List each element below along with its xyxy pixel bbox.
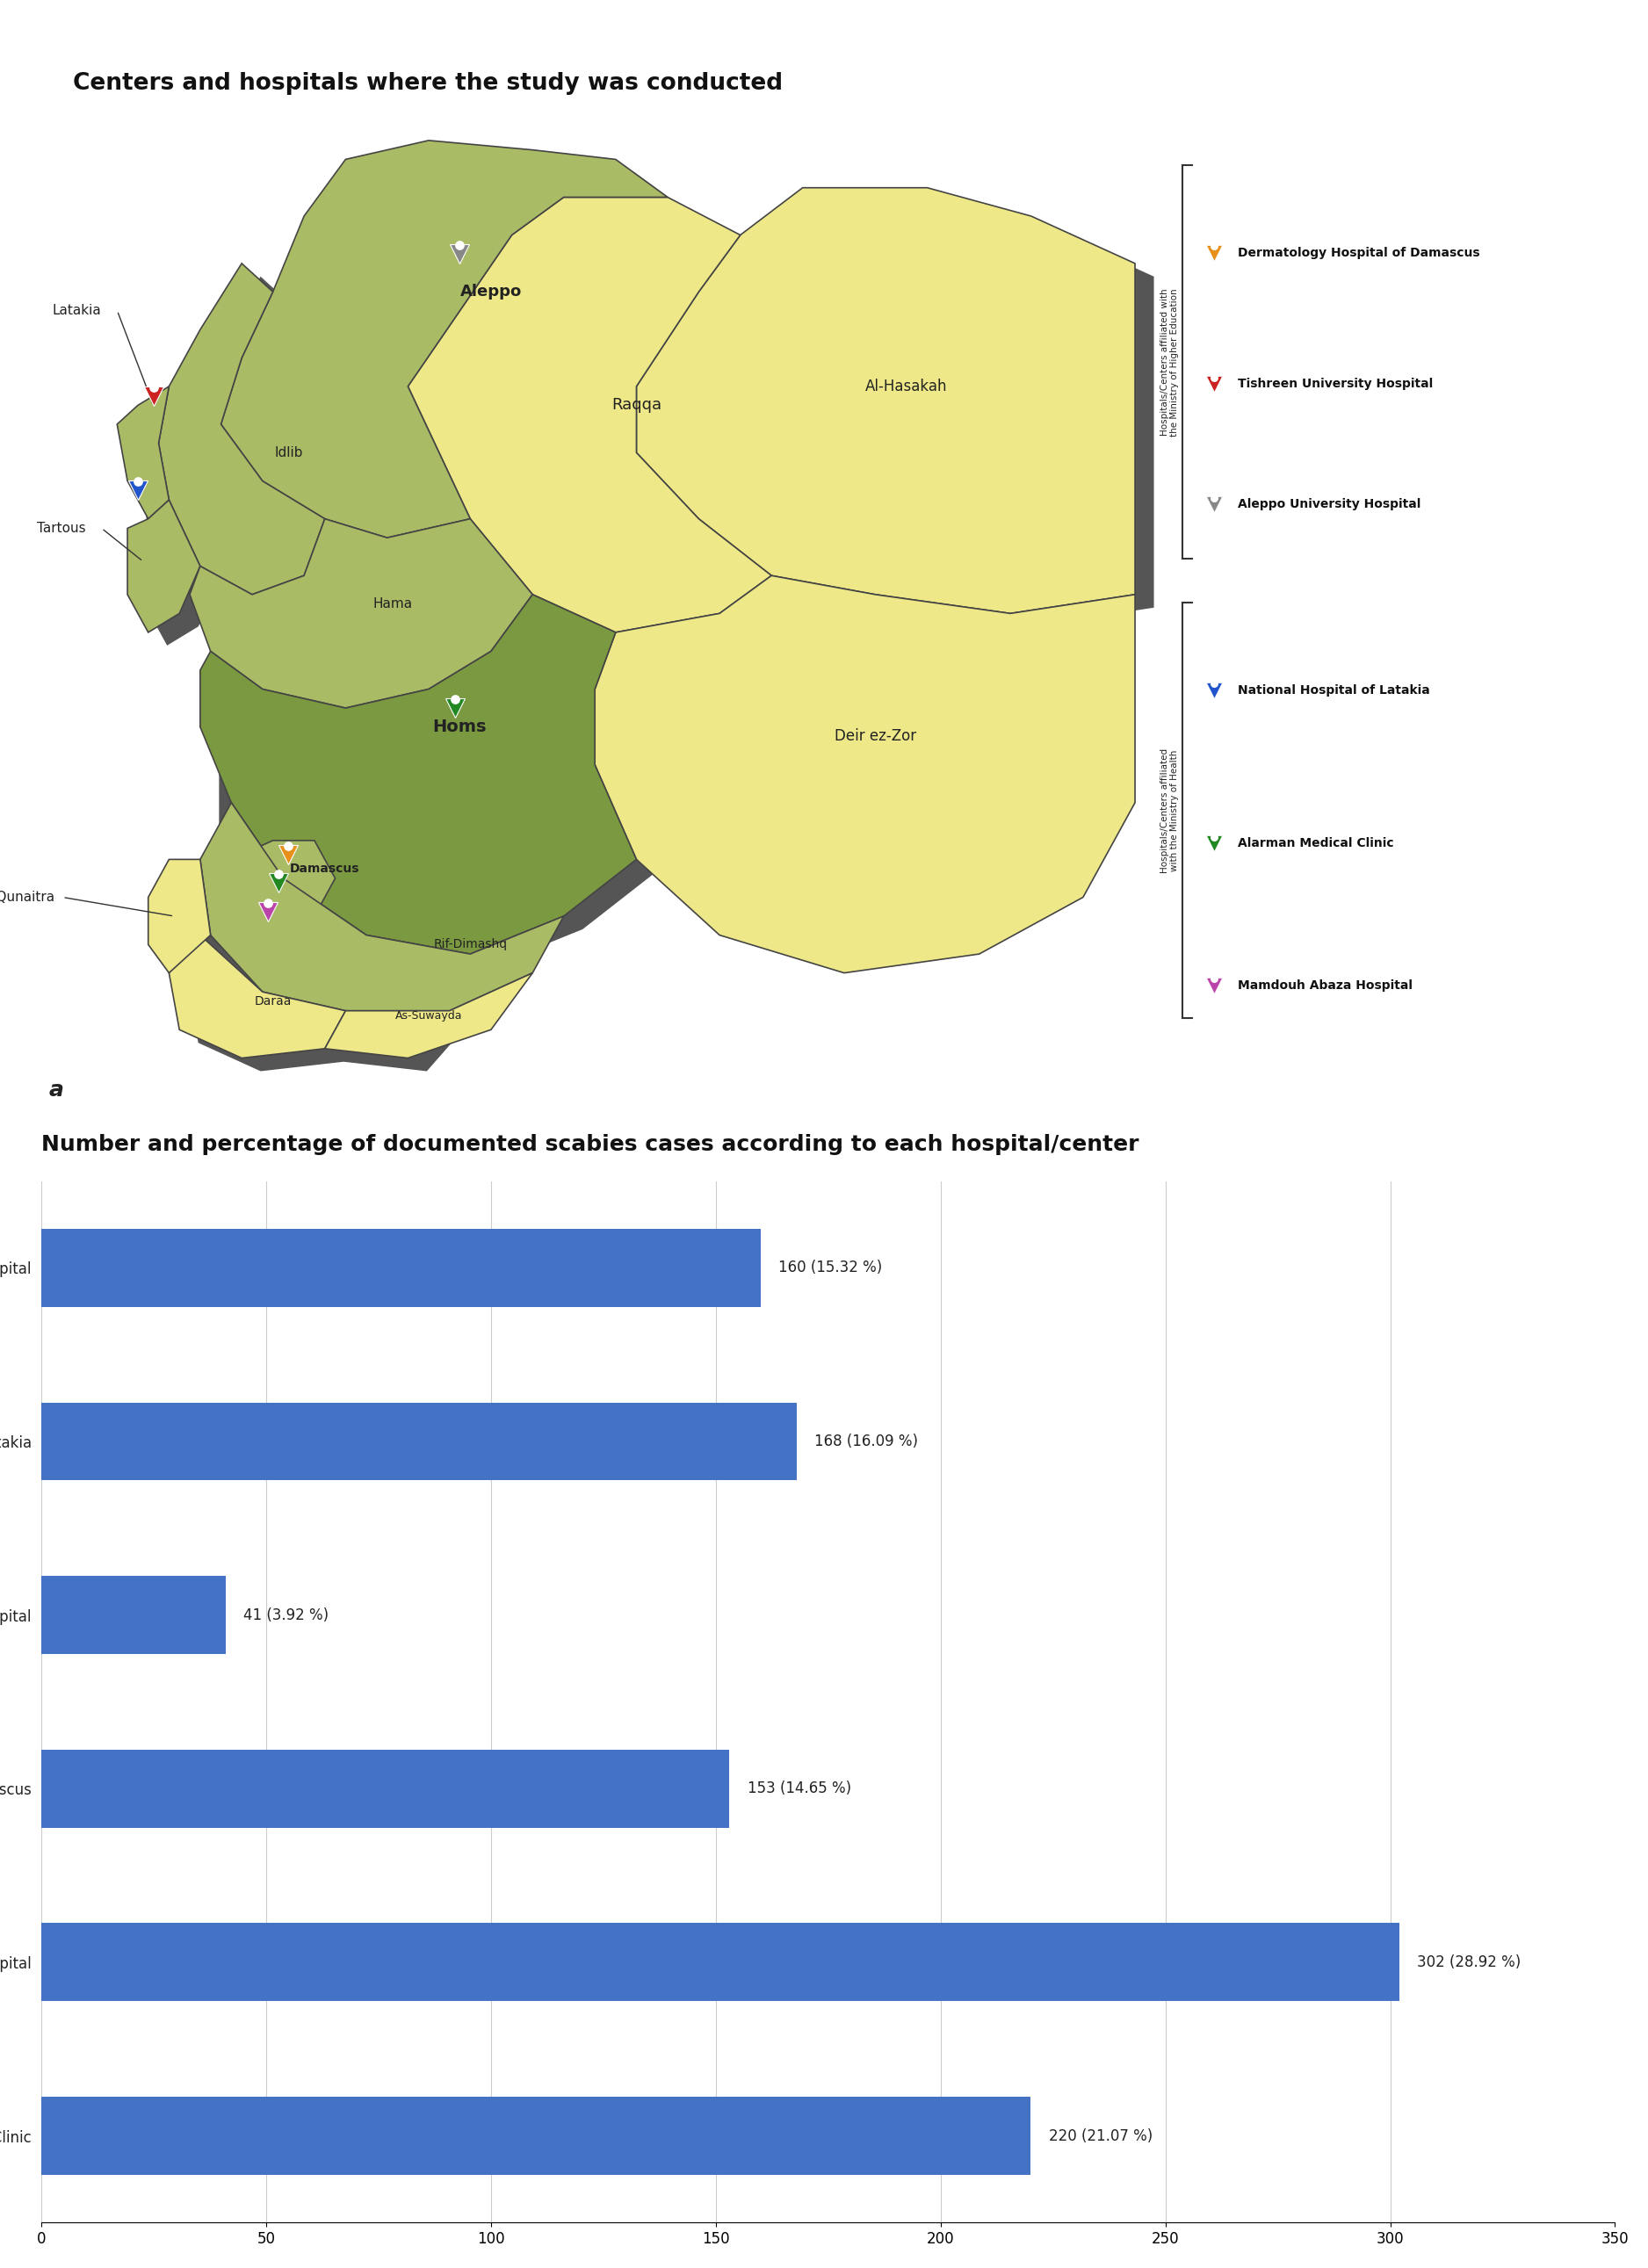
Text: Al-Hasakah: Al-Hasakah — [865, 379, 948, 395]
Polygon shape — [135, 154, 1154, 1070]
Text: 41 (3.92 %): 41 (3.92 %) — [244, 1608, 330, 1624]
Text: Idlib: Idlib — [274, 447, 303, 458]
Text: 302 (28.92 %): 302 (28.92 %) — [1417, 1955, 1521, 1971]
Text: Damascus: Damascus — [290, 862, 359, 875]
Text: Hama: Hama — [372, 596, 412, 610]
Polygon shape — [170, 934, 346, 1059]
Polygon shape — [148, 860, 211, 973]
Polygon shape — [221, 141, 667, 538]
Text: 168 (16.09 %): 168 (16.09 %) — [814, 1433, 918, 1449]
Text: 220 (21.07 %): 220 (21.07 %) — [1048, 2127, 1152, 2143]
Text: Number and percentage of documented scabies cases according to each hospital/cen: Number and percentage of documented scab… — [41, 1134, 1139, 1154]
Text: Rif-Dimashq: Rif-Dimashq — [433, 939, 508, 950]
Text: Hospitals/Centers affiliated
with the Ministry of Health: Hospitals/Centers affiliated with the Mi… — [1160, 748, 1178, 873]
Bar — [41, 1402, 796, 1481]
Text: Deir ez-Zor: Deir ez-Zor — [834, 728, 916, 744]
Bar — [41, 1923, 1399, 2000]
Text: Raqqa: Raqqa — [611, 397, 661, 413]
Text: Mamdouh Abaza Hospital: Mamdouh Abaza Hospital — [1238, 980, 1412, 991]
Text: Latakia: Latakia — [53, 304, 102, 318]
Text: National Hospital of Latakia: National Hospital of Latakia — [1238, 685, 1429, 696]
Text: 153 (14.65 %): 153 (14.65 %) — [747, 1780, 850, 1796]
Polygon shape — [117, 386, 170, 519]
Polygon shape — [595, 576, 1135, 973]
Polygon shape — [636, 188, 1135, 612]
Polygon shape — [158, 263, 325, 594]
Text: Aleppo University Hospital: Aleppo University Hospital — [1238, 499, 1421, 510]
Polygon shape — [127, 499, 199, 633]
Text: Aleppo: Aleppo — [460, 284, 522, 299]
Text: As-Suwayda: As-Suwayda — [396, 1009, 463, 1021]
Text: Hospitals/Centers affiliated with
the Ministry of Higher Education: Hospitals/Centers affiliated with the Mi… — [1160, 288, 1178, 435]
Text: Dermatology Hospital of Damascus: Dermatology Hospital of Damascus — [1238, 247, 1480, 259]
Polygon shape — [199, 594, 636, 955]
Text: a: a — [49, 1080, 64, 1100]
Text: Alarman Medical Clinic: Alarman Medical Clinic — [1238, 837, 1393, 850]
Bar — [41, 1229, 761, 1306]
Text: Tishreen University Hospital: Tishreen University Hospital — [1238, 379, 1432, 390]
Bar — [41, 1576, 226, 1653]
Text: Daraa: Daraa — [254, 996, 292, 1007]
Polygon shape — [409, 197, 771, 633]
Polygon shape — [199, 803, 564, 1012]
Polygon shape — [190, 519, 532, 708]
Bar — [41, 2098, 1030, 2175]
Bar — [41, 1749, 728, 1828]
Text: Tartous: Tartous — [36, 522, 86, 535]
Text: Al Qunaitra: Al Qunaitra — [0, 891, 54, 905]
Text: 160 (15.32 %): 160 (15.32 %) — [778, 1261, 883, 1277]
Text: Homs: Homs — [433, 719, 486, 735]
Text: Centers and hospitals where the study was conducted: Centers and hospitals where the study wa… — [73, 73, 783, 95]
Polygon shape — [325, 973, 532, 1059]
Polygon shape — [231, 841, 335, 925]
